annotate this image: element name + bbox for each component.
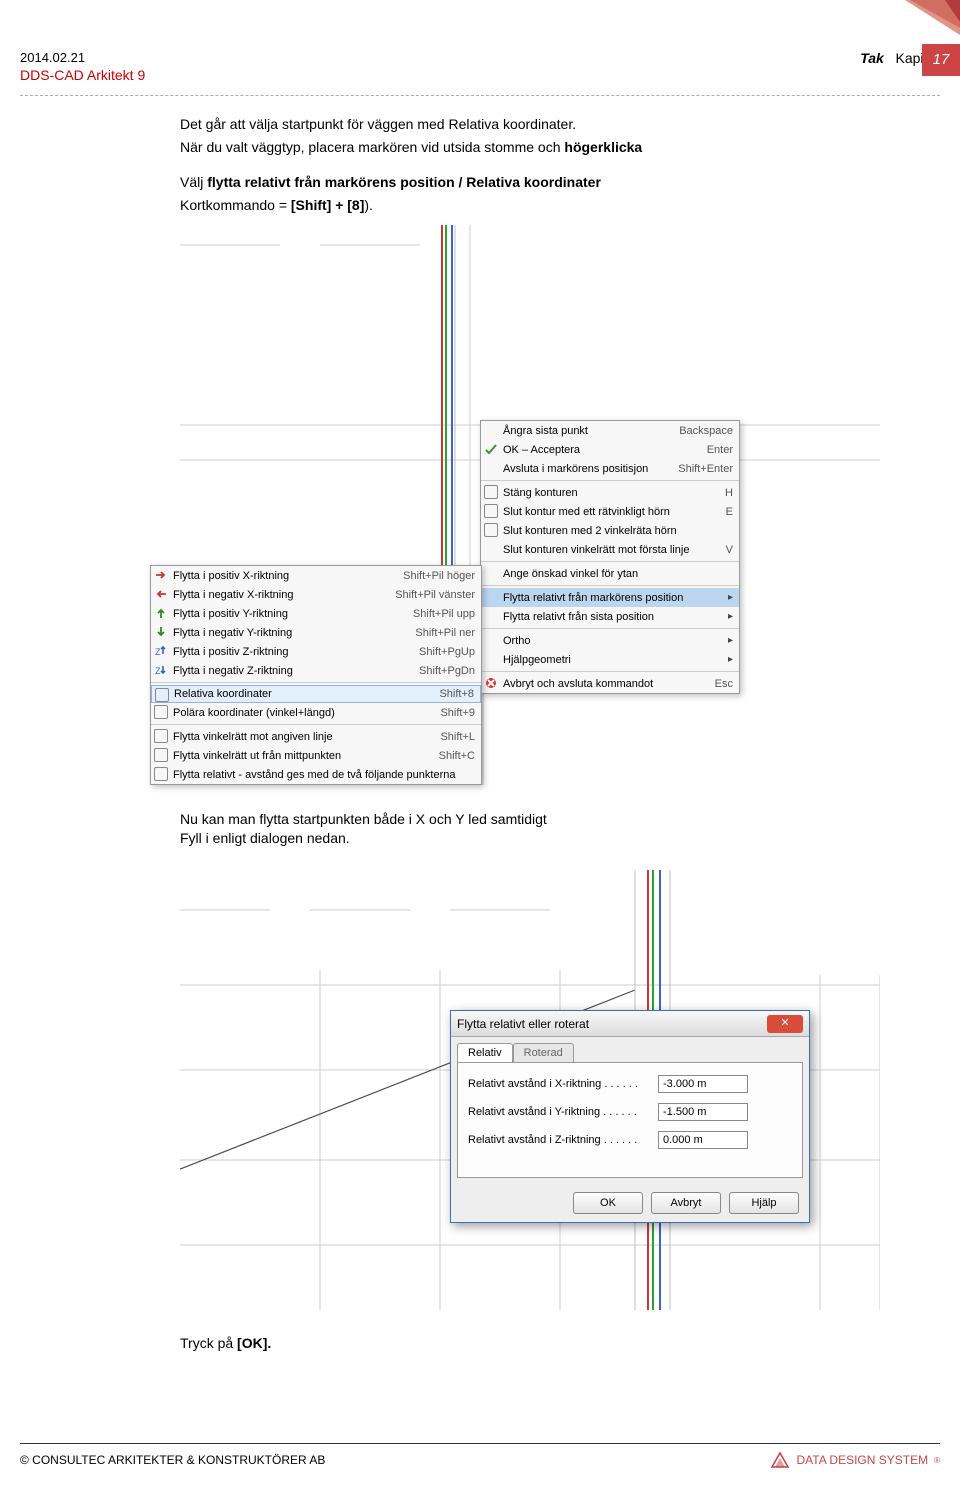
menu-move-rel-cursor[interactable]: Flytta relativt från markörens position: [481, 588, 739, 607]
sub-neg-x[interactable]: Flytta i negativ X-riktningShift+Pil vän…: [151, 585, 481, 604]
perp-icon: [154, 729, 168, 743]
tab-roterad[interactable]: Roterad: [513, 1043, 574, 1062]
context-submenu-move[interactable]: Flytta i positiv X-riktningShift+Pil hög…: [150, 565, 482, 785]
header-date: 2014.02.21: [20, 50, 940, 65]
dialog-content: Relativt avstånd i X-riktning . . . . . …: [457, 1062, 803, 1178]
intro-text: Det går att välja startpunkt för väggen …: [180, 115, 880, 219]
p3: Välj flytta relativt från markörens posi…: [180, 173, 880, 192]
sub-pos-y[interactable]: Flytta i positiv Y-riktningShift+Pil upp: [151, 604, 481, 623]
context-menu-main[interactable]: Ångra sista punktBackspace OK – Accepter…: [480, 420, 740, 694]
menu-ok-accept[interactable]: OK – AccepteraEnter: [481, 440, 739, 459]
field-z: Relativt avstånd i Z-riktning . . . . . …: [468, 1131, 792, 1149]
p6: Fyll i enligt dialogen nedan.: [180, 829, 547, 848]
field-y: Relativt avstånd i Y-riktning . . . . . …: [468, 1103, 792, 1121]
footer-left: © CONSULTEC ARKITEKTER & KONSTRUKTÖRER A…: [20, 1453, 325, 1467]
menu-angle-surface[interactable]: Ange önskad vinkel för ytan: [481, 564, 739, 583]
page-header: 2014.02.21 DDS-CAD Arkitekt 9: [20, 50, 940, 83]
input-z[interactable]: [658, 1131, 748, 1149]
ok-button[interactable]: OK: [573, 1192, 643, 1214]
sub-polar-coords[interactable]: Polära koordinater (vinkel+längd)Shift+9: [151, 703, 481, 722]
perp-mid-icon: [154, 748, 168, 762]
section-title: Tak: [860, 50, 884, 66]
svg-text:Z: Z: [155, 647, 161, 657]
arrow-right-icon: [154, 568, 168, 582]
tab-relativ[interactable]: Relativ: [457, 1043, 513, 1062]
sub-rel-twopoints[interactable]: Flytta relativt - avstånd ges med de två…: [151, 765, 481, 784]
sub-perp-mid[interactable]: Flytta vinkelrätt ut från mittpunktenShi…: [151, 746, 481, 765]
field-x: Relativt avstånd i X-riktning . . . . . …: [468, 1075, 792, 1093]
dialog-titlebar[interactable]: Flytta relativt eller roterat ✕: [451, 1011, 809, 1037]
sub-pos-x[interactable]: Flytta i positiv X-riktningShift+Pil hög…: [151, 566, 481, 585]
help-button[interactable]: Hjälp: [729, 1192, 799, 1214]
menu-helpgeom[interactable]: Hjälpgeometri: [481, 650, 739, 669]
cancel-icon: [484, 676, 498, 690]
polar-coord-icon: [154, 705, 168, 719]
p4: Kortkommando = [Shift] + [8]).: [180, 196, 880, 215]
dialog-title: Flytta relativt eller roterat: [457, 1017, 589, 1031]
menu-abort[interactable]: Avbryt och avsluta kommandotEsc: [481, 674, 739, 693]
menu-end-cursor[interactable]: Avsluta i markörens positisjonShift+Ente…: [481, 459, 739, 478]
figure-context-menu: Ångra sista punktBackspace OK – Accepter…: [180, 225, 880, 785]
z-up-icon: Z: [154, 644, 168, 658]
header-divider: [20, 95, 940, 96]
mid-text: Nu kan man flytta startpunkten både i X …: [180, 810, 547, 848]
header-product: DDS-CAD Arkitekt 9: [20, 67, 940, 83]
dialog-buttons: OK Avbryt Hjälp: [451, 1184, 809, 1222]
p2: När du valt väggtyp, placera markören vi…: [180, 138, 880, 157]
corner-decoration-icon: [850, 0, 960, 50]
z-down-icon: Z: [154, 663, 168, 677]
arrow-up-icon: [154, 606, 168, 620]
cancel-button[interactable]: Avbryt: [651, 1192, 721, 1214]
menu-right-angle[interactable]: Slut kontur med ett rätvinkligt hörnE: [481, 502, 739, 521]
figure-dialog: Flytta relativt eller roterat ✕ Relativ …: [180, 870, 880, 1310]
dds-logo-icon: [769, 1450, 791, 1470]
arrow-down-icon: [154, 625, 168, 639]
menu-undo-point[interactable]: Ångra sista punktBackspace: [481, 421, 739, 440]
arrow-left-icon: [154, 587, 168, 601]
page-footer: © CONSULTEC ARKITEKTER & KONSTRUKTÖRER A…: [20, 1443, 940, 1470]
menu-close-contour[interactable]: Stäng konturenH: [481, 483, 739, 502]
rel-coord-icon: [155, 688, 169, 702]
p1: Det går att välja startpunkt för väggen …: [180, 115, 880, 134]
svg-text:Z: Z: [155, 666, 161, 676]
input-y[interactable]: [658, 1103, 748, 1121]
dialog-tabs: Relativ Roterad: [457, 1043, 803, 1062]
sub-neg-y[interactable]: Flytta i negativ Y-riktningShift+Pil ner: [151, 623, 481, 642]
close-icon[interactable]: ✕: [767, 1015, 803, 1033]
sub-pos-z[interactable]: ZFlytta i positiv Z-riktningShift+PgUp: [151, 642, 481, 661]
two-corner-icon: [484, 523, 498, 537]
two-pts-icon: [154, 767, 168, 781]
contour-icon: [484, 485, 498, 499]
label-x: Relativt avstånd i X-riktning . . . . . …: [468, 1078, 658, 1090]
sub-perp-line[interactable]: Flytta vinkelrätt mot angiven linjeShift…: [151, 727, 481, 746]
end-text: Tryck på [OK].: [180, 1335, 271, 1351]
menu-move-rel-last[interactable]: Flytta relativt från sista position: [481, 607, 739, 626]
label-y: Relativt avstånd i Y-riktning . . . . . …: [468, 1106, 658, 1118]
sub-relative-coords[interactable]: Relativa koordinaterShift+8: [151, 685, 481, 703]
corner-icon: [484, 504, 498, 518]
menu-perp-first[interactable]: Slut konturen vinkelrätt mot första linj…: [481, 540, 739, 559]
move-relative-dialog[interactable]: Flytta relativt eller roterat ✕ Relativ …: [450, 1010, 810, 1223]
check-icon: [484, 442, 498, 456]
menu-two-corners[interactable]: Slut konturen med 2 vinkelräta hörn: [481, 521, 739, 540]
input-x[interactable]: [658, 1075, 748, 1093]
menu-ortho[interactable]: Ortho: [481, 631, 739, 650]
label-z: Relativt avstånd i Z-riktning . . . . . …: [468, 1134, 658, 1146]
p5: Nu kan man flytta startpunkten både i X …: [180, 810, 547, 829]
sub-neg-z[interactable]: ZFlytta i negativ Z-riktningShift+PgDn: [151, 661, 481, 680]
footer-right: DATA DESIGN SYSTEM®: [769, 1450, 940, 1470]
